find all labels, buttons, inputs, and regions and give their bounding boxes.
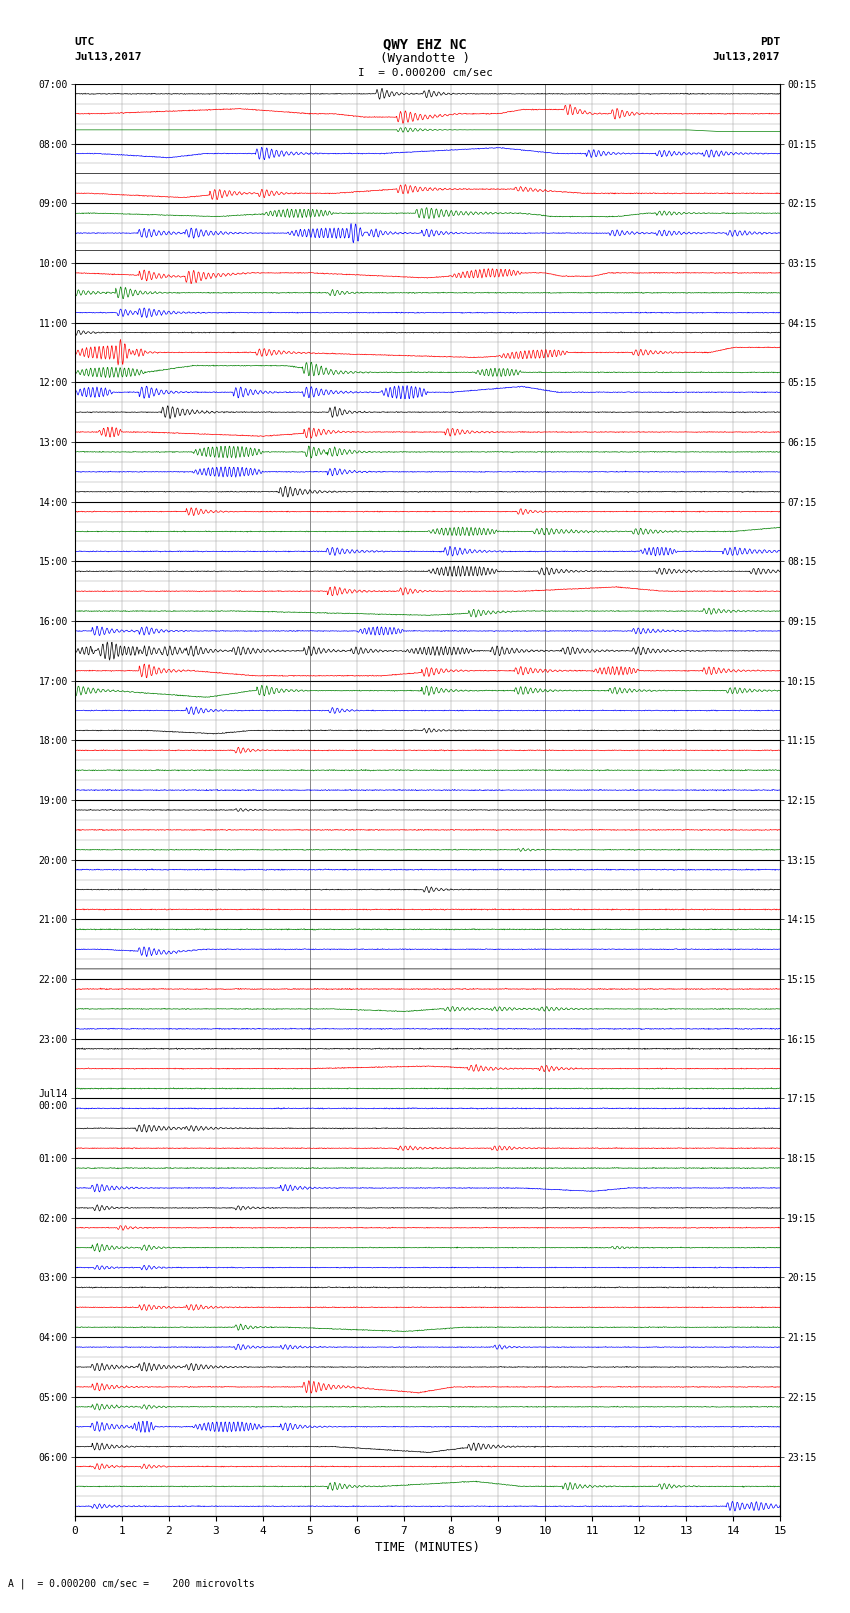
Text: UTC: UTC bbox=[75, 37, 95, 47]
Text: (Wyandotte ): (Wyandotte ) bbox=[380, 52, 470, 65]
Text: QWY EHZ NC: QWY EHZ NC bbox=[383, 37, 467, 52]
X-axis label: TIME (MINUTES): TIME (MINUTES) bbox=[375, 1542, 480, 1555]
Text: PDT: PDT bbox=[760, 37, 780, 47]
Text: I  = 0.000200 cm/sec: I = 0.000200 cm/sec bbox=[358, 68, 492, 77]
Text: Jul13,2017: Jul13,2017 bbox=[713, 52, 780, 61]
Text: Jul13,2017: Jul13,2017 bbox=[75, 52, 142, 61]
Text: A |  = 0.000200 cm/sec =    200 microvolts: A | = 0.000200 cm/sec = 200 microvolts bbox=[8, 1578, 255, 1589]
